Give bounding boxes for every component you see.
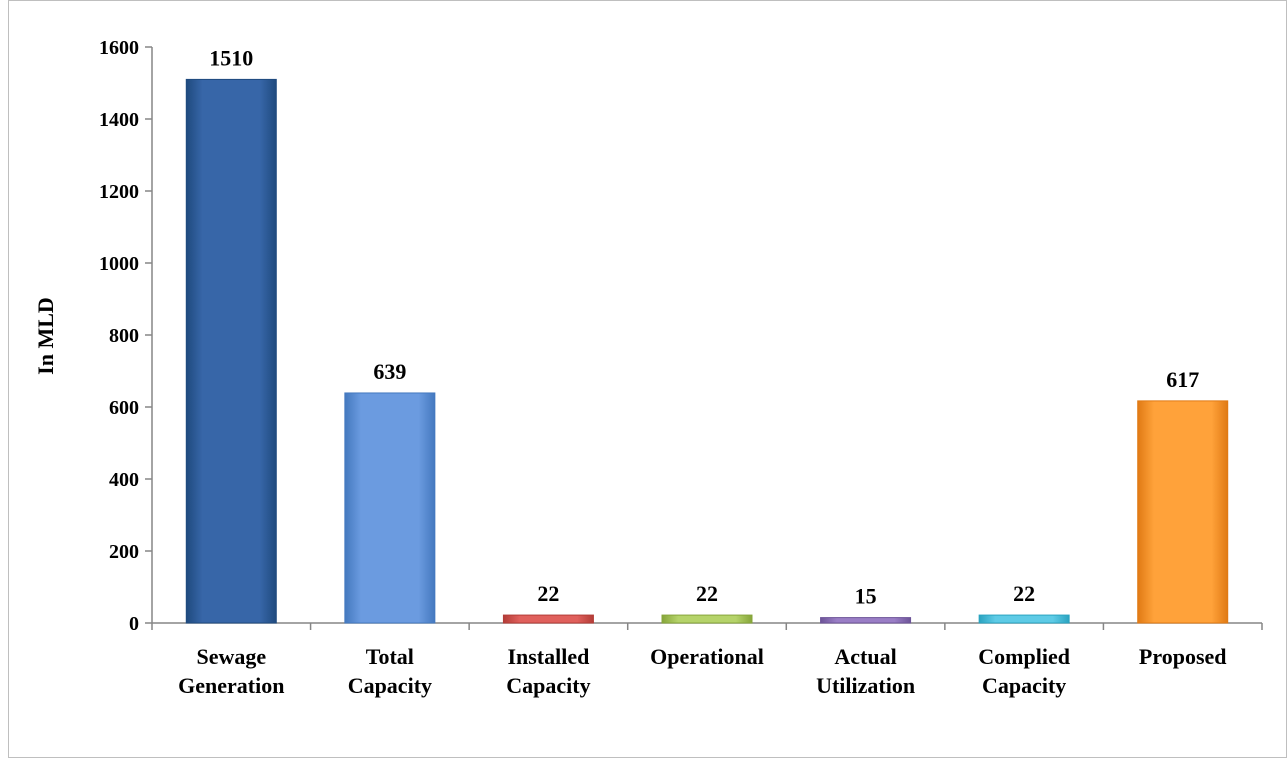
y-tick-label: 600: [109, 397, 139, 419]
data-label: 1510: [209, 45, 253, 70]
y-tick-label: 200: [109, 541, 139, 563]
x-tick-label: Installed Capacity: [506, 644, 590, 698]
data-label: 22: [696, 581, 718, 606]
data-label: 22: [537, 581, 559, 606]
bar: [502, 614, 594, 624]
y-tick-label: 1000: [99, 253, 139, 275]
bar: [344, 392, 436, 624]
bar: [978, 614, 1070, 624]
bar: [820, 617, 912, 624]
bar: [661, 614, 753, 624]
data-label: 617: [1166, 367, 1199, 392]
y-tick-label: 800: [109, 325, 139, 347]
x-tick-label: Complied Capacity: [978, 644, 1070, 698]
y-tick-label: 400: [109, 469, 139, 491]
data-label: 15: [855, 584, 877, 609]
x-tick-label: Actual Utilization: [816, 644, 915, 698]
bar: [1137, 400, 1229, 624]
x-tick-label: Total Capacity: [348, 644, 432, 698]
x-tick-label: Operational: [650, 644, 764, 669]
y-tick-label: 0: [129, 613, 139, 635]
y-axis-label: In MLD: [33, 297, 58, 375]
x-tick-label: Sewage Generation: [178, 644, 284, 698]
data-label: 639: [373, 359, 406, 384]
y-tick-label: 1400: [99, 109, 139, 131]
y-tick-label: 1200: [99, 181, 139, 203]
bar: [185, 78, 277, 624]
x-tick-label: Proposed: [1139, 644, 1227, 669]
y-tick-label: 1600: [99, 37, 139, 59]
data-label: 22: [1013, 581, 1035, 606]
